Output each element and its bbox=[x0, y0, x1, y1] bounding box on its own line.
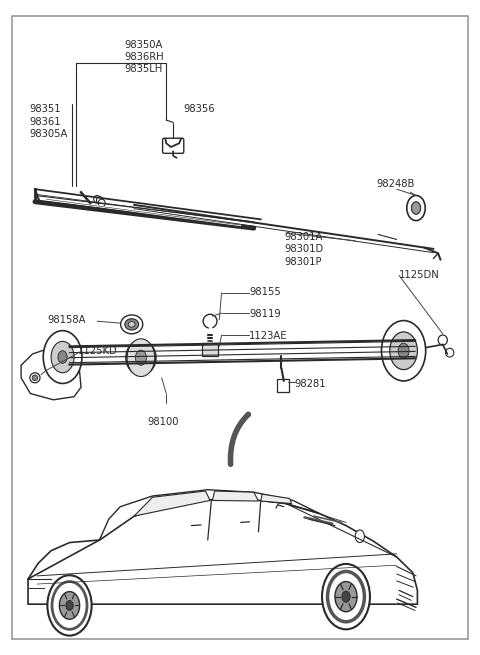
Text: 98100: 98100 bbox=[147, 417, 179, 427]
Ellipse shape bbox=[126, 341, 156, 375]
Circle shape bbox=[48, 575, 92, 635]
Polygon shape bbox=[99, 490, 318, 540]
Text: 1123AE: 1123AE bbox=[249, 331, 288, 341]
Circle shape bbox=[390, 332, 418, 369]
FancyBboxPatch shape bbox=[163, 138, 184, 153]
FancyArrowPatch shape bbox=[230, 415, 248, 464]
Polygon shape bbox=[261, 494, 292, 504]
Ellipse shape bbox=[203, 314, 217, 328]
Circle shape bbox=[127, 339, 155, 377]
Circle shape bbox=[327, 571, 364, 622]
FancyBboxPatch shape bbox=[277, 379, 289, 392]
Circle shape bbox=[52, 582, 87, 629]
Circle shape bbox=[51, 341, 74, 373]
Circle shape bbox=[66, 601, 73, 610]
Polygon shape bbox=[212, 491, 258, 501]
Circle shape bbox=[407, 195, 425, 221]
Text: 1125KD: 1125KD bbox=[78, 346, 118, 356]
Text: 1125DN: 1125DN bbox=[399, 271, 440, 280]
Ellipse shape bbox=[120, 315, 143, 334]
Circle shape bbox=[411, 202, 420, 214]
Circle shape bbox=[355, 530, 364, 542]
Circle shape bbox=[43, 331, 82, 383]
Text: 98158A: 98158A bbox=[48, 315, 86, 325]
Text: 98301A
98301D
98301P: 98301A 98301D 98301P bbox=[285, 232, 324, 267]
Circle shape bbox=[382, 320, 426, 381]
Circle shape bbox=[58, 351, 67, 364]
Text: 98119: 98119 bbox=[249, 309, 281, 319]
Polygon shape bbox=[28, 498, 418, 604]
Text: 98356: 98356 bbox=[184, 103, 216, 114]
Ellipse shape bbox=[128, 322, 135, 328]
Text: 98248B: 98248B bbox=[376, 179, 414, 189]
Circle shape bbox=[135, 350, 146, 365]
Circle shape bbox=[322, 564, 370, 629]
Text: 98155: 98155 bbox=[249, 287, 281, 297]
FancyBboxPatch shape bbox=[202, 343, 218, 356]
Text: 98281: 98281 bbox=[294, 379, 326, 389]
Text: 98351
98361
98305A: 98351 98361 98305A bbox=[29, 104, 67, 139]
Circle shape bbox=[335, 582, 357, 612]
Ellipse shape bbox=[32, 375, 38, 381]
Circle shape bbox=[342, 591, 350, 603]
Circle shape bbox=[60, 591, 80, 619]
Ellipse shape bbox=[98, 199, 105, 207]
Ellipse shape bbox=[438, 335, 447, 345]
Polygon shape bbox=[21, 348, 81, 400]
Ellipse shape bbox=[96, 196, 103, 204]
Ellipse shape bbox=[94, 195, 101, 203]
Text: 98350A
9836RH
9835LH: 98350A 9836RH 9835LH bbox=[125, 39, 165, 74]
Ellipse shape bbox=[445, 348, 454, 357]
Circle shape bbox=[398, 343, 409, 358]
Polygon shape bbox=[134, 491, 210, 516]
Ellipse shape bbox=[125, 319, 139, 330]
Ellipse shape bbox=[30, 373, 40, 383]
